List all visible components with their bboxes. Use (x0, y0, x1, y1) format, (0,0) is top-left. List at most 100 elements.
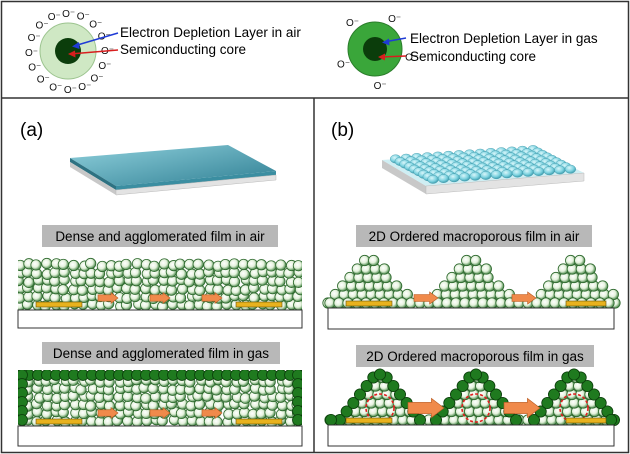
blue-arrow-head-icon (72, 42, 80, 49)
orange-arrow-icon (511, 291, 537, 305)
oxygen-ion-mark: O⁻ (78, 82, 91, 93)
title-b-gas: 2D Ordered macroporous film in gas (366, 349, 584, 364)
oxygen-ion-mark: O⁻ (98, 61, 111, 72)
nanoparticle (140, 392, 152, 404)
electrode-left-b-air (345, 300, 393, 307)
nanoparticle (391, 280, 403, 292)
depleted-surface-particle (483, 379, 496, 392)
nanoparticle (470, 254, 482, 267)
semiconducting-core-gas (363, 37, 387, 61)
depleted-surface-particle (456, 379, 469, 392)
oxygen-ion-mark: O⁻ (25, 48, 38, 59)
polystyrene-sphere (469, 171, 481, 181)
orange-arrow-icon (413, 291, 439, 305)
orange-arrow-icon (97, 406, 119, 420)
title-b-air: 2D Ordered macroporous film in air (369, 229, 580, 244)
depleted-surface-particle (292, 414, 302, 426)
nanoparticle (493, 280, 505, 292)
title-box-b-gas (356, 345, 594, 367)
depleted-surface-particle (324, 413, 337, 426)
depleted-surface-particle (393, 388, 406, 401)
core-label-gas: Semiconducting core (410, 49, 536, 64)
orange-arrow-icon (149, 406, 171, 420)
polystyrene-sphere (437, 174, 450, 183)
nanoparticle (584, 263, 596, 275)
oxygen-ion-mark: O⁻ (405, 53, 418, 64)
depleted-surface-particle (554, 379, 567, 392)
orange-arrow-icon (97, 291, 119, 305)
depleted-surface-particle (18, 414, 28, 426)
nanoparticle (265, 260, 277, 272)
nanoparticle (239, 392, 252, 404)
red-arrow-head-icon (68, 50, 76, 58)
orange-arrow-icon (407, 397, 445, 419)
core-label-air: Semiconducting core (120, 42, 246, 57)
depleted-surface-particle (581, 379, 594, 392)
dense-film-gas-particles (18, 370, 302, 426)
oxygen-ion-mark: O⁻ (36, 21, 49, 32)
ordered-film-air-particles (322, 254, 621, 309)
nanoparticle (85, 400, 97, 412)
nanoparticle (165, 284, 178, 296)
depleted-surface-particle (340, 405, 353, 418)
electrode-left-b-gas (345, 417, 393, 424)
depleted-surface-particle (360, 379, 373, 392)
orange-arrow-icon (149, 291, 171, 305)
substrate-side-left (70, 162, 116, 195)
legend-air: O⁻O⁻O⁻O⁻O⁻O⁻O⁻O⁻O⁻O⁻O⁻O⁻O⁻O⁻O⁻O⁻ Electro… (25, 9, 301, 96)
nanoparticle (574, 254, 586, 267)
oxygen-ion-mark: O⁻ (62, 9, 75, 20)
red-arrow-icon (69, 49, 119, 55)
title-box-b-air (356, 225, 592, 247)
nanoparticle (194, 284, 206, 297)
oxygen-ion-mark: O⁻ (28, 33, 41, 44)
ordered-substrate-left (382, 160, 426, 194)
depleted-surface-particle (568, 368, 581, 381)
title-box-a-air (42, 225, 278, 247)
nanoparticle (292, 260, 302, 272)
legend-gas: O⁻ O⁻ O⁻ O⁻ O⁻ Electron Depletion Layer in g… (337, 14, 598, 92)
polystyrene-sphere (459, 172, 471, 182)
nanoparticle (85, 257, 97, 270)
nanoparticle (255, 259, 268, 271)
oxygen-ion-mark: O⁻ (101, 46, 114, 57)
substrate-b-gas (327, 424, 615, 447)
oxygen-ions-air: O⁻O⁻O⁻O⁻O⁻O⁻O⁻O⁻O⁻O⁻O⁻O⁻O⁻O⁻O⁻O⁻ (25, 9, 114, 96)
depletion-label-air: Electron Depletion Layer in air (120, 25, 301, 40)
polystyrene-sphere (448, 173, 460, 183)
nanoparticle (480, 263, 492, 275)
polystyrene-sphere (533, 167, 545, 176)
nanoparticle (120, 258, 132, 271)
polystyrene-sphere (554, 165, 566, 175)
nanoparticle (192, 258, 204, 270)
blue-arrow-head-icon-gas (382, 38, 390, 46)
orange-arrow-icon (503, 397, 541, 419)
oxygen-ion-mark: O⁻ (48, 12, 61, 23)
depleted-surface-particle (594, 396, 607, 409)
nanoparticle (68, 259, 80, 272)
polystyrene-sphere (522, 167, 534, 177)
polystyrene-sphere (427, 174, 439, 184)
nanoparticle (378, 263, 390, 275)
nanoparticle (57, 258, 69, 271)
depletion-label-gas: Electron Depletion Layer in gas (410, 31, 598, 46)
dense-film-side-front (116, 171, 276, 190)
nanoparticle (203, 259, 215, 271)
nanoparticle (238, 268, 250, 281)
depleted-surface-particle (605, 413, 618, 426)
ordered-film-slab (382, 145, 585, 195)
nanoparticle (158, 258, 170, 270)
depleted-surface-particle (588, 388, 601, 401)
macroporous-sphere-array (390, 145, 576, 184)
polystyrene-sphere (511, 168, 524, 178)
depleted-surface-particle (469, 368, 482, 381)
substrate-a-air (17, 309, 303, 329)
substrate-side-front (115, 174, 277, 196)
substrate-b-air (327, 307, 615, 330)
oxygen-ion-mark: O⁻ (28, 62, 41, 73)
nanoparticle (275, 259, 287, 271)
panel-label-a: (a) (20, 120, 43, 141)
nanoparticle (41, 257, 53, 270)
